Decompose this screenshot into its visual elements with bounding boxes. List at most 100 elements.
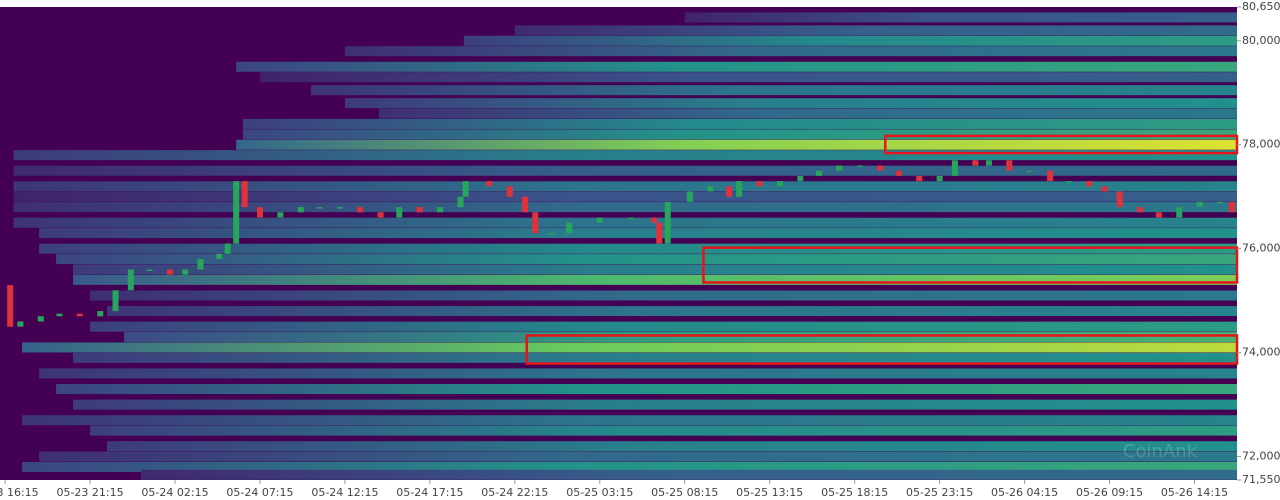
candle bbox=[316, 207, 323, 209]
candle bbox=[233, 181, 240, 244]
heat-band bbox=[259, 72, 1238, 83]
heat-band bbox=[39, 451, 1237, 462]
heat-band bbox=[310, 85, 1237, 96]
x-tick-label: 05-26 14:15 bbox=[1161, 486, 1228, 499]
candle bbox=[736, 181, 743, 197]
candle bbox=[1217, 201, 1224, 204]
candle bbox=[256, 207, 263, 218]
candle bbox=[1006, 160, 1013, 171]
y-tick-label: 74,000 bbox=[1242, 346, 1280, 359]
candle bbox=[377, 212, 384, 218]
candle bbox=[664, 201, 671, 244]
heat-band bbox=[22, 342, 1238, 353]
candle bbox=[596, 217, 603, 223]
highlight-box bbox=[525, 334, 1239, 365]
heat-band bbox=[344, 98, 1237, 109]
candle bbox=[651, 217, 658, 223]
candle bbox=[1137, 207, 1144, 213]
heat-band bbox=[90, 321, 1238, 332]
candle bbox=[776, 181, 783, 187]
candle bbox=[856, 165, 863, 168]
heat-band bbox=[242, 129, 1237, 140]
heat-band bbox=[236, 61, 1238, 72]
candle bbox=[76, 313, 83, 317]
candle bbox=[127, 269, 134, 291]
heat-band bbox=[514, 25, 1237, 36]
heat-band bbox=[236, 139, 1238, 150]
candle bbox=[166, 269, 173, 275]
heat-band bbox=[90, 290, 1238, 301]
candle bbox=[112, 290, 119, 312]
candle bbox=[297, 207, 304, 213]
heat-band bbox=[107, 306, 1237, 317]
x-tick-label: 05-24 02:15 bbox=[141, 486, 208, 499]
heat-band bbox=[56, 254, 1238, 265]
candle bbox=[97, 311, 104, 317]
heat-band bbox=[13, 202, 1238, 213]
x-tick-label: 05-23 21:15 bbox=[56, 486, 123, 499]
heat-band bbox=[141, 469, 1237, 480]
heat-band bbox=[124, 332, 1238, 343]
x-tick-label: 05-26 09:15 bbox=[1076, 486, 1143, 499]
candle bbox=[224, 243, 231, 254]
heat-band bbox=[242, 118, 1237, 129]
heat-band bbox=[90, 425, 1238, 436]
heat-band bbox=[463, 35, 1237, 46]
candle bbox=[1176, 207, 1183, 218]
candle bbox=[7, 285, 14, 327]
candle bbox=[457, 196, 464, 208]
y-tick-label: 80,000 bbox=[1242, 34, 1280, 47]
candle bbox=[756, 181, 763, 187]
x-tick-label: 05-24 12:15 bbox=[311, 486, 378, 499]
heat-band bbox=[39, 368, 1237, 379]
y-tick-label: 72,000 bbox=[1242, 450, 1280, 463]
heat-band bbox=[13, 181, 1238, 192]
x-tick-label: 05-25 03:15 bbox=[566, 486, 633, 499]
candle bbox=[656, 222, 663, 244]
heat-band bbox=[73, 274, 1237, 285]
candle bbox=[416, 207, 423, 213]
heat-band bbox=[39, 243, 1237, 254]
candle bbox=[532, 212, 539, 234]
candle bbox=[707, 186, 714, 192]
candle bbox=[985, 160, 992, 166]
candle bbox=[1155, 212, 1162, 218]
heat-band bbox=[13, 150, 1238, 161]
candle bbox=[1196, 201, 1203, 208]
candle bbox=[1116, 191, 1123, 208]
candle bbox=[895, 170, 902, 176]
candle bbox=[37, 316, 44, 322]
x-tick-label: 05-23 16:15 bbox=[0, 486, 39, 499]
candle bbox=[686, 191, 693, 202]
highlight-box bbox=[702, 246, 1239, 284]
x-tick-label: 05-25 13:15 bbox=[736, 486, 803, 499]
candle bbox=[357, 207, 364, 213]
candle bbox=[17, 321, 24, 327]
y-tick-label: 80,650 bbox=[1242, 0, 1280, 13]
candle bbox=[522, 196, 529, 213]
heat-band bbox=[378, 108, 1237, 119]
candle bbox=[1026, 170, 1033, 173]
x-tick-label: 05-25 23:15 bbox=[906, 486, 973, 499]
x-tick-label: 05-24 07:15 bbox=[226, 486, 293, 499]
candle bbox=[1065, 181, 1072, 183]
x-tick-label: 05-26 04:15 bbox=[991, 486, 1058, 499]
heat-band bbox=[73, 352, 1237, 363]
heat-band bbox=[73, 399, 1237, 410]
candle bbox=[241, 181, 248, 208]
candle bbox=[437, 207, 444, 213]
candle bbox=[506, 186, 513, 197]
candle bbox=[277, 212, 284, 218]
candle bbox=[56, 313, 63, 317]
candle bbox=[725, 186, 732, 197]
heat-band bbox=[684, 12, 1237, 23]
candle bbox=[1228, 201, 1235, 213]
candle bbox=[951, 160, 958, 176]
heat-band bbox=[344, 46, 1237, 57]
heat-band bbox=[73, 264, 1237, 275]
candle bbox=[816, 170, 823, 176]
x-tick-label: 05-25 18:15 bbox=[821, 486, 888, 499]
heat-band bbox=[13, 165, 1238, 176]
heat-band bbox=[13, 217, 1238, 228]
candle bbox=[566, 222, 573, 234]
